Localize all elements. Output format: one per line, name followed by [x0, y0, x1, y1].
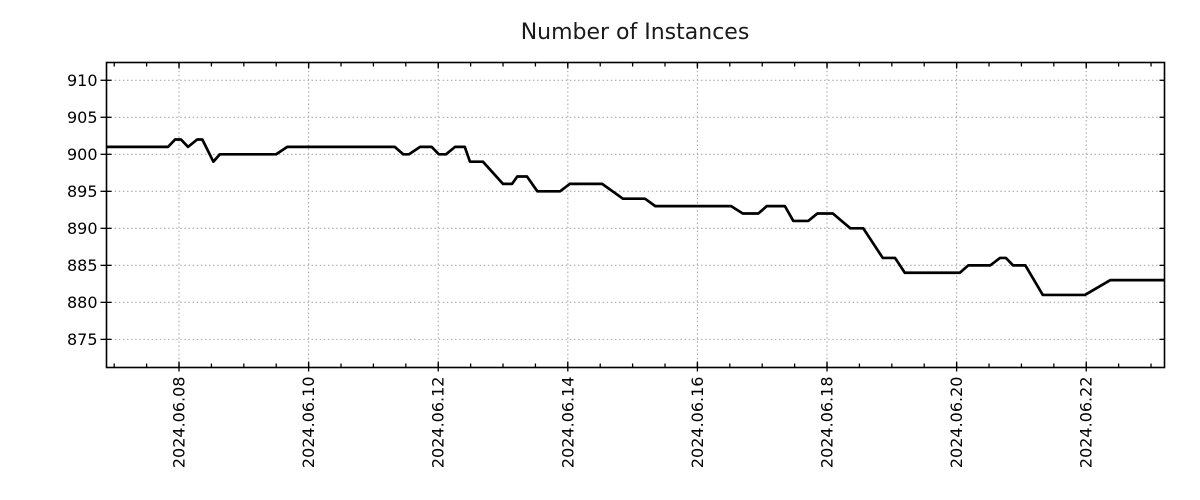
x-tick-label: 2024.06.18: [818, 377, 837, 469]
data-line-instances: [106, 138, 1165, 297]
y-tick-label: 890: [67, 219, 98, 238]
chart-title: Number of Instances: [521, 20, 750, 45]
x-tick-label: 2024.06.10: [299, 377, 318, 469]
y-tick-label: 875: [67, 330, 98, 349]
x-tick-label: 2024.06.22: [1077, 377, 1096, 469]
grid-layer: [106, 62, 1165, 368]
x-tick-label: 2024.06.20: [947, 377, 966, 469]
plot-border: [105, 61, 1166, 369]
x-tick-label: 2024.06.14: [558, 377, 577, 469]
x-tick-label: 2024.06.16: [688, 377, 707, 469]
axis-label-layer: 875 880 885 890 895 900 905 910 2024.06.08 2024.0…: [67, 71, 1096, 468]
y-tick-label: 895: [67, 182, 98, 201]
y-tick-label: 905: [67, 108, 98, 127]
x-tick-label: 2024.06.12: [429, 377, 448, 469]
tick-layer: [100, 62, 1165, 372]
y-tick-label: 900: [67, 145, 98, 164]
y-tick-label: 880: [67, 293, 98, 312]
y-tick-label: 885: [67, 256, 98, 275]
y-tick-label: 910: [67, 71, 98, 90]
series-layer: [106, 138, 1165, 297]
x-tick-label: 2024.06.08: [170, 377, 189, 469]
